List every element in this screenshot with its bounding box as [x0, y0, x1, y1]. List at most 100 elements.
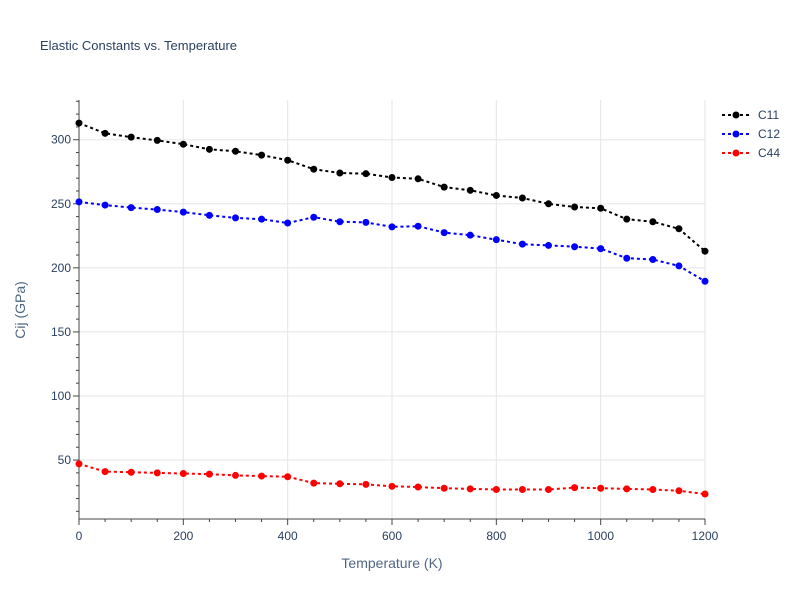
x-tick-label: 0 — [76, 529, 83, 543]
data-point-c44 — [492, 486, 500, 494]
legend-item-c11[interactable]: C11 — [722, 108, 779, 122]
data-point-c12 — [518, 240, 526, 248]
data-point-c11 — [153, 136, 161, 144]
data-point-c44 — [675, 487, 683, 495]
legend-marker-c11 — [732, 111, 740, 119]
data-point-c12 — [153, 206, 161, 214]
data-point-c12 — [466, 231, 474, 239]
data-point-c12 — [701, 277, 709, 285]
data-point-c11 — [518, 194, 526, 202]
data-point-c44 — [205, 470, 213, 478]
data-point-c12 — [675, 262, 683, 270]
data-point-c44 — [518, 486, 526, 494]
data-point-c12 — [597, 245, 605, 253]
data-point-c44 — [75, 460, 83, 468]
legend-label-c44: C44 — [758, 146, 780, 160]
y-axis-title: Cij (GPa) — [12, 281, 28, 339]
data-point-c12 — [127, 204, 135, 212]
x-tick-label: 600 — [382, 529, 402, 543]
series-layer — [75, 119, 709, 498]
data-point-c12 — [284, 219, 292, 227]
data-point-c11 — [232, 147, 239, 155]
data-point-c44 — [179, 470, 187, 478]
data-point-c11 — [545, 200, 552, 208]
chart-title: Elastic Constants vs. Temperature — [40, 38, 237, 53]
data-point-c11 — [649, 218, 657, 226]
y-tick-label: 200 — [51, 261, 71, 275]
data-point-c11 — [284, 156, 292, 164]
data-point-c12 — [75, 198, 83, 206]
data-point-c44 — [597, 484, 605, 492]
data-point-c12 — [336, 218, 344, 226]
data-point-c12 — [545, 241, 552, 249]
legend-item-c12[interactable]: C12 — [722, 127, 780, 141]
legend-marker-c12 — [732, 130, 740, 138]
data-point-c12 — [205, 211, 213, 219]
data-point-c12 — [101, 201, 109, 209]
data-point-c11 — [675, 225, 683, 233]
data-point-c12 — [362, 218, 370, 226]
y-tick-label: 100 — [51, 389, 71, 403]
data-point-c11 — [362, 170, 370, 178]
data-point-c11 — [623, 215, 631, 223]
data-point-c11 — [101, 129, 109, 137]
y-tick-label: 150 — [51, 325, 71, 339]
x-tick-label: 200 — [173, 529, 193, 543]
data-point-c12 — [571, 243, 579, 251]
x-axis-title: Temperature (K) — [341, 555, 442, 571]
data-point-c44 — [623, 485, 631, 493]
y-tick-label: 250 — [51, 197, 71, 211]
data-point-c11 — [179, 140, 187, 148]
data-point-c44 — [258, 472, 266, 480]
x-tick-label: 1200 — [692, 529, 719, 543]
data-point-c12 — [179, 208, 187, 216]
data-point-c44 — [649, 486, 657, 494]
data-point-c12 — [440, 229, 448, 237]
data-point-c12 — [492, 236, 500, 244]
data-point-c11 — [75, 119, 83, 127]
legend[interactable]: C11 C12 C44 — [722, 108, 780, 160]
data-point-c44 — [310, 479, 318, 487]
data-point-c44 — [545, 486, 552, 494]
legend-item-c44[interactable]: C44 — [722, 146, 780, 160]
data-point-c11 — [597, 204, 605, 212]
data-point-c11 — [492, 191, 500, 199]
data-point-c11 — [466, 186, 474, 194]
data-point-c12 — [414, 222, 422, 230]
legend-label-c12: C12 — [758, 127, 780, 141]
data-point-c11 — [388, 174, 396, 182]
data-point-c11 — [571, 203, 579, 211]
data-point-c12 — [623, 254, 631, 262]
x-axis-ticks: 0 200 400 600 800 1000 1200 — [76, 529, 719, 543]
data-point-c44 — [232, 471, 239, 479]
x-tick-label: 800 — [486, 529, 506, 543]
data-point-c44 — [362, 480, 370, 488]
data-point-c11 — [258, 151, 266, 159]
data-point-c44 — [466, 485, 474, 493]
data-point-c44 — [571, 484, 579, 492]
y-axis-ticks: 50 100 150 200 250 300 — [51, 133, 71, 467]
gridlines — [79, 100, 706, 519]
legend-marker-c44 — [732, 149, 740, 157]
x-tick-label: 1000 — [587, 529, 614, 543]
data-point-c44 — [153, 469, 161, 477]
data-point-c12 — [310, 213, 318, 221]
data-point-c11 — [336, 169, 344, 177]
data-point-c11 — [414, 175, 422, 183]
data-point-c44 — [101, 468, 109, 476]
data-point-c44 — [388, 482, 396, 490]
data-point-c44 — [440, 484, 448, 492]
data-point-c11 — [127, 133, 135, 141]
data-point-c44 — [414, 483, 422, 491]
data-point-c12 — [258, 215, 266, 223]
y-tick-label: 50 — [58, 453, 72, 467]
data-point-c11 — [205, 145, 213, 153]
x-tick-label: 400 — [278, 529, 298, 543]
legend-label-c11: C11 — [758, 108, 779, 122]
data-point-c12 — [388, 223, 396, 231]
data-point-c12 — [649, 256, 657, 264]
data-point-c11 — [701, 247, 709, 255]
data-point-c44 — [127, 468, 135, 476]
